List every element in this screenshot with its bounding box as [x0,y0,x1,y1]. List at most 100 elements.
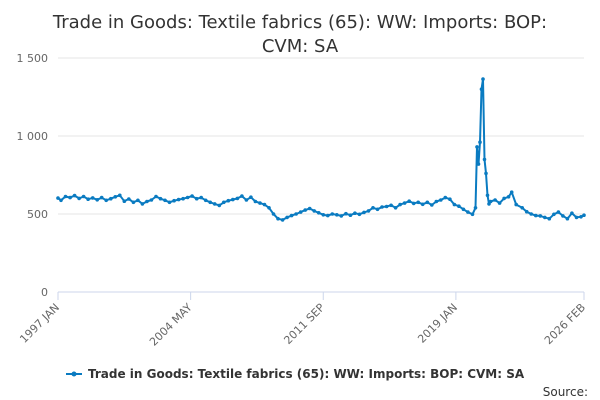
data-point[interactable] [56,196,60,200]
data-point[interactable] [122,199,127,203]
data-point[interactable] [194,196,199,201]
data-point[interactable] [258,201,262,205]
data-point[interactable] [375,207,380,212]
data-point[interactable] [475,145,479,149]
data-point[interactable] [482,157,487,162]
data-point[interactable] [543,215,547,220]
data-point[interactable] [357,212,362,217]
data-point[interactable] [127,197,131,201]
data-point[interactable] [240,194,244,198]
data-point[interactable] [393,206,398,210]
data-point[interactable] [267,206,271,210]
data-point[interactable] [181,196,185,201]
data-point[interactable] [285,215,289,220]
data-point[interactable] [176,197,181,202]
data-point[interactable] [249,195,253,199]
data-point[interactable] [212,202,217,206]
data-point[interactable] [253,199,258,204]
data-point[interactable] [231,197,235,202]
data-point[interactable] [262,202,267,207]
data-point[interactable] [190,194,194,198]
data-point[interactable] [514,202,518,207]
data-point[interactable] [109,196,113,201]
data-point[interactable] [366,209,371,213]
data-point[interactable] [81,194,86,199]
data-point[interactable] [380,205,384,209]
data-point[interactable] [131,200,136,205]
data-point[interactable] [344,211,348,216]
data-point[interactable] [348,213,353,217]
data-point[interactable] [484,171,488,176]
data-point[interactable] [574,215,579,220]
data-point[interactable] [163,198,167,203]
data-point[interactable] [353,211,357,215]
data-point[interactable] [280,218,285,222]
data-point[interactable] [538,214,543,218]
data-point[interactable] [145,199,149,204]
data-point[interactable] [208,200,212,205]
data-point[interactable] [77,196,81,201]
data-point[interactable] [506,195,511,199]
data-point[interactable] [63,194,68,199]
data-point[interactable] [524,209,529,214]
data-point[interactable] [222,200,226,205]
data-point[interactable] [452,202,457,207]
data-point[interactable] [443,195,448,200]
data-point[interactable] [579,215,583,219]
data-point[interactable] [226,198,231,203]
data-point[interactable] [59,198,63,203]
data-point[interactable] [476,162,481,166]
data-point[interactable] [439,198,443,202]
data-point[interactable] [199,195,203,200]
data-point[interactable] [321,213,326,217]
data-point[interactable] [565,216,570,221]
data-point[interactable] [473,206,478,210]
data-point[interactable] [552,212,556,217]
data-point[interactable] [582,213,586,217]
data-point[interactable] [362,210,366,215]
data-point[interactable] [481,77,485,81]
data-point[interactable] [271,212,276,216]
data-point[interactable] [389,203,393,208]
data-point[interactable] [339,214,344,218]
data-point[interactable] [407,199,412,203]
data-point[interactable] [416,200,421,205]
data-point[interactable] [303,208,308,212]
data-point[interactable] [488,199,493,204]
data-point[interactable] [509,190,514,194]
data-point[interactable] [520,206,524,210]
data-point[interactable] [289,213,294,218]
data-point[interactable] [485,193,490,198]
data-point[interactable] [371,206,375,210]
data-point[interactable] [294,212,298,216]
data-point[interactable] [493,198,497,202]
data-point[interactable] [68,195,72,200]
data-point[interactable] [330,212,335,216]
data-point[interactable] [402,201,407,205]
data-point[interactable] [434,199,439,204]
data-point[interactable] [448,197,452,201]
data-point[interactable] [411,201,416,206]
data-point[interactable] [149,198,154,202]
data-point[interactable] [316,211,321,215]
data-point[interactable] [457,204,461,208]
data-point[interactable] [479,87,484,91]
data-point[interactable] [118,193,122,198]
data-point[interactable] [466,210,470,214]
data-point[interactable] [461,207,466,212]
data-point[interactable] [478,140,482,144]
data-point[interactable] [335,213,339,217]
data-point[interactable] [307,206,312,211]
data-point[interactable] [158,196,163,201]
data-point[interactable] [140,202,145,206]
data-point[interactable] [298,210,303,214]
data-point[interactable] [470,212,475,217]
data-point[interactable] [547,216,552,221]
data-point[interactable] [235,196,240,201]
data-point[interactable] [72,193,77,198]
data-point[interactable] [398,202,402,207]
data-point[interactable] [534,213,538,218]
data-point[interactable] [556,210,561,214]
data-point[interactable] [529,212,533,216]
data-point[interactable] [86,197,90,201]
